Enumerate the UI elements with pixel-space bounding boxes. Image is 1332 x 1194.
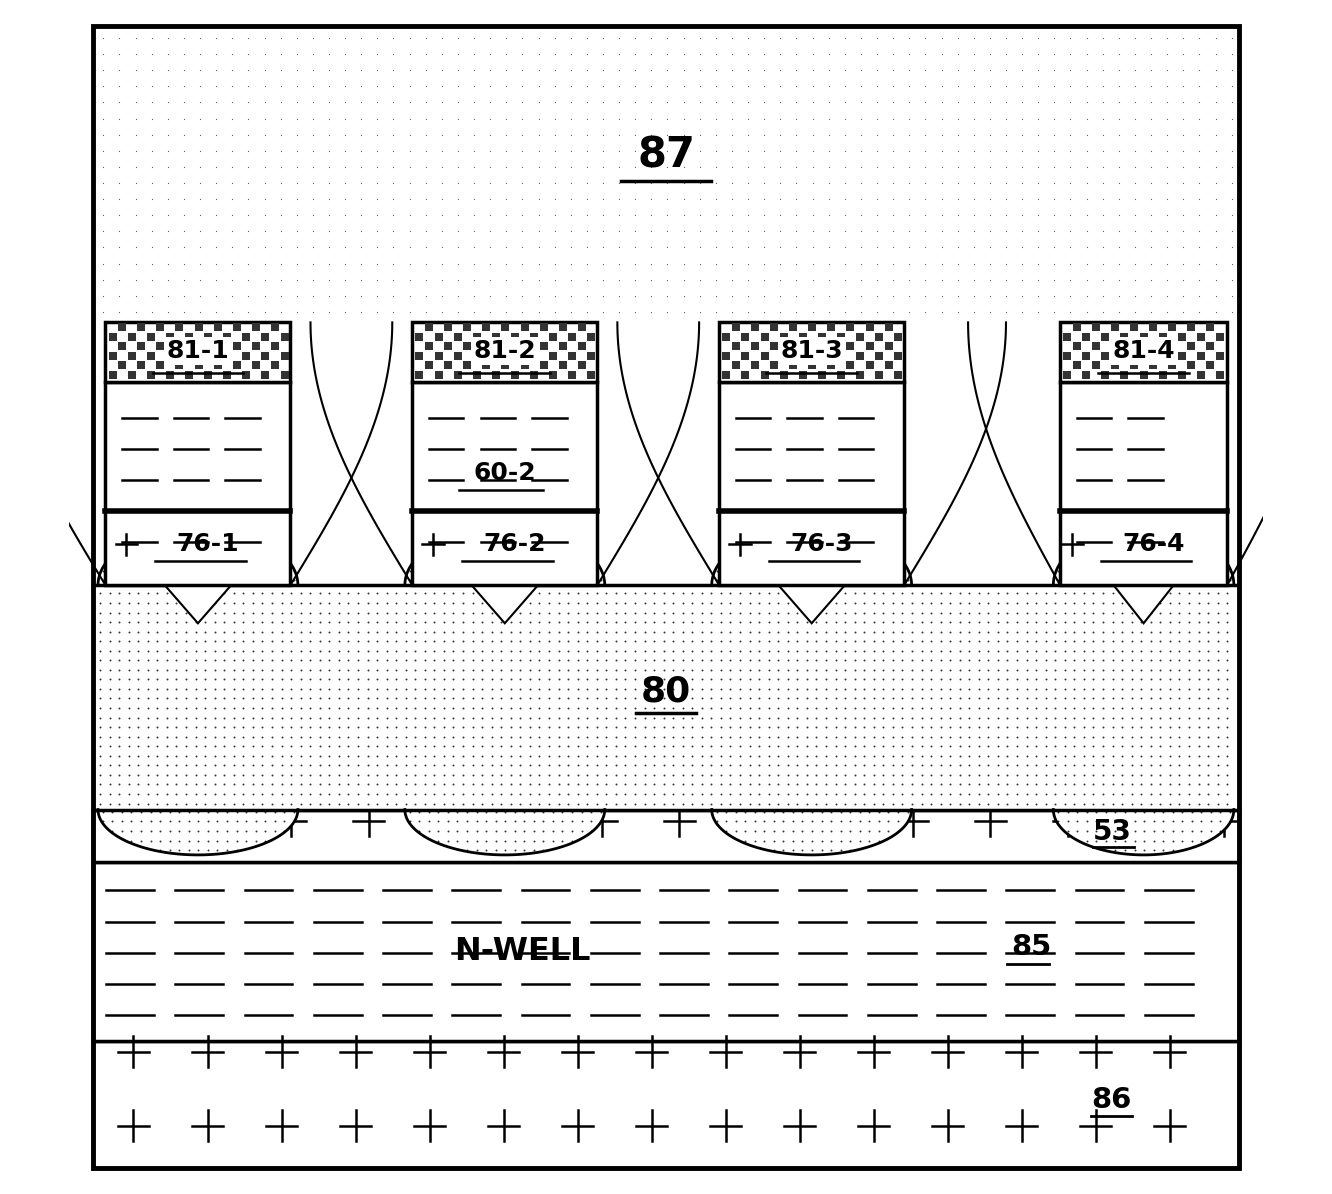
Bar [413, 322, 597, 382]
Text: 85: 85 [1011, 933, 1051, 961]
Polygon shape [405, 528, 605, 585]
Polygon shape [711, 810, 911, 855]
Text: 81-3: 81-3 [781, 339, 843, 363]
Polygon shape [99, 528, 298, 585]
Polygon shape [1054, 810, 1233, 855]
Text: 81-2: 81-2 [473, 339, 535, 363]
Text: 76-1: 76-1 [176, 533, 238, 556]
Bar [93, 1041, 1239, 1168]
Bar [105, 322, 290, 382]
Polygon shape [711, 528, 911, 585]
Text: 76-4: 76-4 [1122, 533, 1184, 556]
Polygon shape [1114, 585, 1173, 623]
Text: 76-3: 76-3 [790, 533, 852, 556]
Bar [93, 810, 1239, 862]
Bar [413, 382, 597, 585]
Text: 76-2: 76-2 [484, 533, 546, 556]
Bar [719, 382, 904, 585]
Bar [93, 862, 1239, 1041]
Bar [93, 585, 1239, 810]
Polygon shape [778, 585, 844, 623]
Polygon shape [1054, 528, 1233, 585]
Bar [719, 322, 904, 382]
Bar [1060, 382, 1227, 585]
Text: 81-1: 81-1 [166, 339, 229, 363]
Bar [105, 382, 290, 585]
Text: 86: 86 [1091, 1085, 1132, 1114]
Polygon shape [405, 810, 605, 855]
Bar [93, 26, 1239, 322]
Text: 87: 87 [637, 134, 695, 177]
Polygon shape [472, 585, 538, 623]
Text: 53: 53 [1094, 818, 1132, 847]
Text: 80: 80 [641, 675, 691, 708]
Bar [1060, 322, 1227, 382]
Text: N-WELL: N-WELL [454, 936, 591, 967]
Text: 60-2: 60-2 [473, 461, 535, 486]
Polygon shape [165, 585, 232, 623]
Polygon shape [99, 810, 298, 855]
Text: 81-4: 81-4 [1112, 339, 1175, 363]
